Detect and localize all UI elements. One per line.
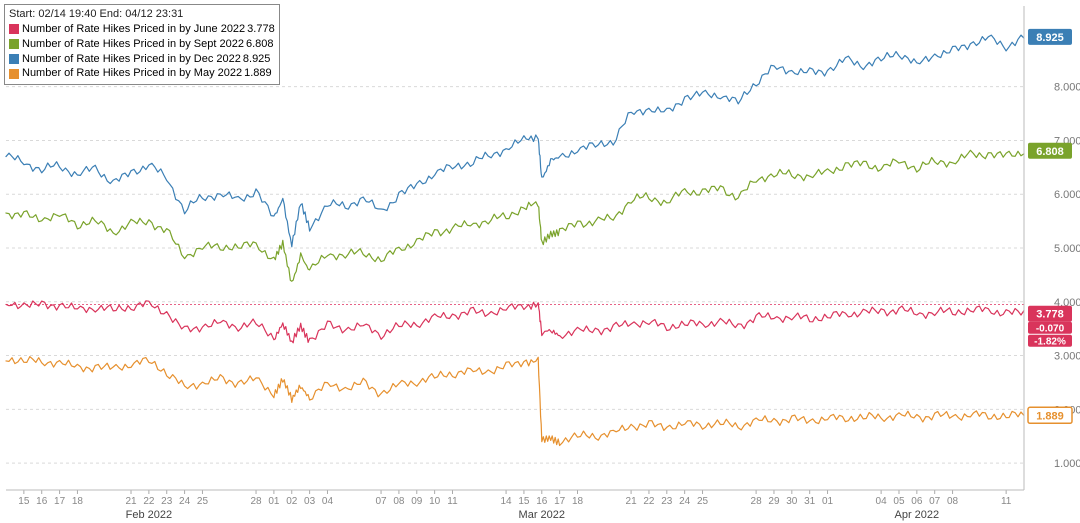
svg-text:25: 25: [197, 496, 209, 507]
svg-text:24: 24: [179, 496, 191, 507]
svg-text:02: 02: [286, 496, 298, 507]
legend-label: Number of Rate Hikes Priced in by June 2…: [22, 22, 245, 37]
svg-text:-1.82%: -1.82%: [1034, 337, 1066, 348]
svg-text:01: 01: [268, 496, 280, 507]
svg-text:6.808: 6.808: [1036, 146, 1064, 158]
svg-text:23: 23: [161, 496, 173, 507]
svg-text:11: 11: [447, 496, 458, 507]
svg-text:24: 24: [679, 496, 691, 507]
svg-text:06: 06: [911, 496, 923, 507]
svg-text:15: 15: [518, 496, 530, 507]
svg-text:Apr 2022: Apr 2022: [895, 509, 940, 521]
svg-text:18: 18: [572, 496, 584, 507]
svg-text:3.778: 3.778: [1036, 309, 1064, 321]
svg-text:Mar 2022: Mar 2022: [519, 509, 565, 521]
svg-text:09: 09: [411, 496, 423, 507]
svg-text:22: 22: [643, 496, 655, 507]
svg-text:01: 01: [822, 496, 834, 507]
svg-text:07: 07: [375, 496, 387, 507]
svg-text:08: 08: [947, 496, 959, 507]
svg-text:21: 21: [125, 496, 137, 507]
svg-text:04: 04: [876, 496, 888, 507]
rate-hikes-chart: Start: 02/14 19:40 End: 04/12 23:31 Numb…: [0, 0, 1080, 523]
svg-text:03: 03: [304, 496, 316, 507]
svg-text:8.925: 8.925: [1036, 32, 1064, 44]
svg-text:28: 28: [751, 496, 763, 507]
legend-value: 1.889: [244, 66, 272, 81]
legend-title: Start: 02/14 19:40 End: 04/12 23:31: [9, 7, 275, 22]
legend-swatch: [9, 69, 19, 79]
svg-text:17: 17: [554, 496, 566, 507]
legend-value: 8.925: [243, 52, 271, 67]
svg-text:18: 18: [72, 496, 84, 507]
svg-text:28: 28: [250, 496, 262, 507]
legend-label: Number of Rate Hikes Priced in by Dec 20…: [22, 52, 241, 67]
svg-text:30: 30: [786, 496, 798, 507]
svg-text:6.000: 6.000: [1054, 189, 1080, 201]
svg-text:1.889: 1.889: [1036, 410, 1064, 422]
svg-text:22: 22: [143, 496, 155, 507]
svg-text:04: 04: [322, 496, 334, 507]
svg-text:25: 25: [697, 496, 709, 507]
legend-row-may: Number of Rate Hikes Priced in by May 20…: [9, 66, 275, 81]
svg-text:5.000: 5.000: [1054, 243, 1080, 255]
svg-text:08: 08: [393, 496, 405, 507]
svg-text:16: 16: [36, 496, 48, 507]
svg-text:1.000: 1.000: [1054, 458, 1080, 470]
svg-text:05: 05: [893, 496, 905, 507]
svg-text:10: 10: [429, 496, 441, 507]
legend-row-dec: Number of Rate Hikes Priced in by Dec 20…: [9, 52, 275, 67]
svg-text:15: 15: [18, 496, 30, 507]
legend-row-june: Number of Rate Hikes Priced in by June 2…: [9, 22, 275, 37]
svg-text:31: 31: [804, 496, 816, 507]
legend-swatch: [9, 39, 19, 49]
legend: Start: 02/14 19:40 End: 04/12 23:31 Numb…: [4, 4, 280, 85]
svg-text:07: 07: [929, 496, 941, 507]
svg-text:21: 21: [626, 496, 638, 507]
legend-label: Number of Rate Hikes Priced in by May 20…: [22, 66, 242, 81]
legend-value: 3.778: [247, 22, 275, 37]
svg-text:11: 11: [1001, 496, 1012, 507]
svg-text:8.000: 8.000: [1054, 82, 1080, 94]
svg-text:Feb 2022: Feb 2022: [126, 509, 172, 521]
svg-text:17: 17: [54, 496, 66, 507]
svg-text:23: 23: [661, 496, 673, 507]
legend-swatch: [9, 54, 19, 64]
svg-text:16: 16: [536, 496, 548, 507]
svg-text:29: 29: [768, 496, 780, 507]
svg-text:-0.070: -0.070: [1036, 324, 1065, 335]
legend-value: 6.808: [246, 37, 274, 52]
svg-text:3.000: 3.000: [1054, 351, 1080, 363]
legend-swatch: [9, 24, 19, 34]
legend-row-sept: Number of Rate Hikes Priced in by Sept 2…: [9, 37, 275, 52]
legend-label: Number of Rate Hikes Priced in by Sept 2…: [22, 37, 244, 52]
svg-text:14: 14: [501, 496, 513, 507]
